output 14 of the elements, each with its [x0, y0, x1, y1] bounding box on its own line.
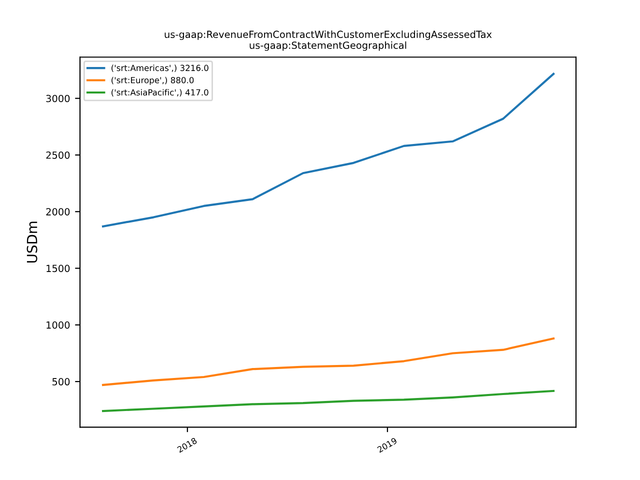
legend-label: ('srt:Americas',) 3216.0: [112, 64, 208, 72]
legend-label: ('srt:Europe',) 880.0: [112, 76, 194, 85]
y-axis-title: USDm: [26, 222, 38, 263]
line-series: [102, 337, 555, 386]
y-tick-label: 2500: [46, 151, 70, 159]
y-tick-label: 1000: [46, 321, 70, 329]
chart-title: us-gaap:RevenueFromContractWithCustomerExcludingAssessedTax us-gaap:StatementGeographical: [164, 30, 492, 51]
y-tick-label: 500: [52, 378, 70, 386]
y-tick-label: 2000: [46, 208, 70, 216]
y-tick-label: 3000: [46, 94, 70, 102]
legend-label: ('srt:AsiaPacific',) 417.0: [112, 89, 208, 97]
y-tick-label: 1500: [46, 264, 70, 272]
line-series: [102, 390, 555, 412]
line-series: [102, 72, 555, 228]
